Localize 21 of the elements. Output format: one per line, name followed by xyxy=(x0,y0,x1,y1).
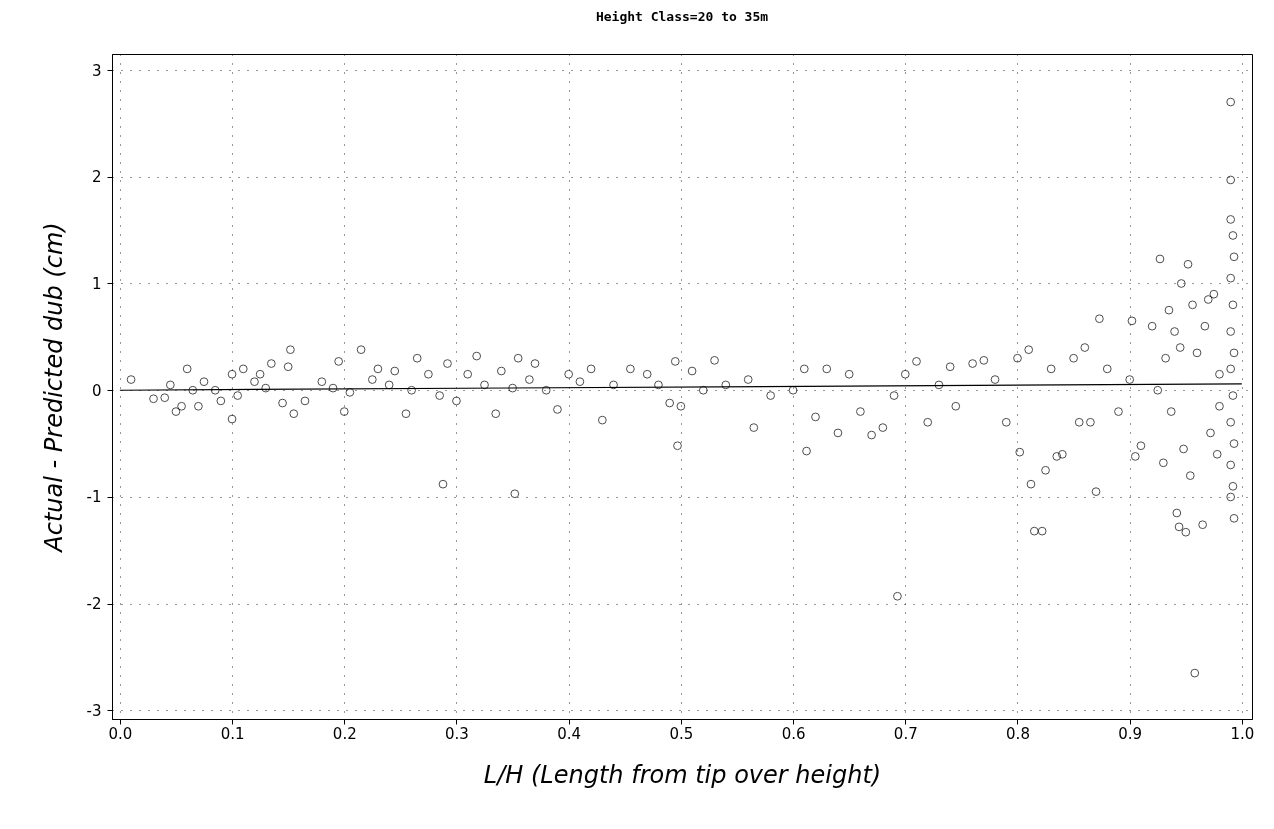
y-tick-label: 1 xyxy=(91,274,102,293)
x-axis-title: L/H (Length from tip over height) xyxy=(483,760,882,789)
chart-title: Height Class=20 to 35m xyxy=(595,9,769,24)
y-tick-label: -3 xyxy=(86,701,102,720)
y-tick-label: -1 xyxy=(86,488,102,507)
x-tick-label: 0.7 xyxy=(893,724,918,743)
x-tick-label: 0.2 xyxy=(332,724,357,743)
x-tick-label: 0.3 xyxy=(445,724,469,743)
x-tick-label: 0.5 xyxy=(669,724,694,743)
x-tick-label: 0.4 xyxy=(557,724,582,743)
x-tick-label: 0.0 xyxy=(108,724,133,743)
x-tick-label: 1.0 xyxy=(1230,724,1255,743)
x-tick-label: 0.6 xyxy=(781,724,806,743)
y-axis-title: Actual - Predicted dub (cm) xyxy=(39,222,68,554)
y-tick-label: 0 xyxy=(91,381,102,400)
x-tick-label: 0.8 xyxy=(1006,724,1030,743)
x-tick-label: 0.9 xyxy=(1118,724,1143,743)
y-tick-label: 3 xyxy=(91,61,102,80)
y-tick-label: 2 xyxy=(91,168,102,187)
x-tick-label: 0.1 xyxy=(220,724,245,743)
y-tick-label: -2 xyxy=(86,595,102,614)
